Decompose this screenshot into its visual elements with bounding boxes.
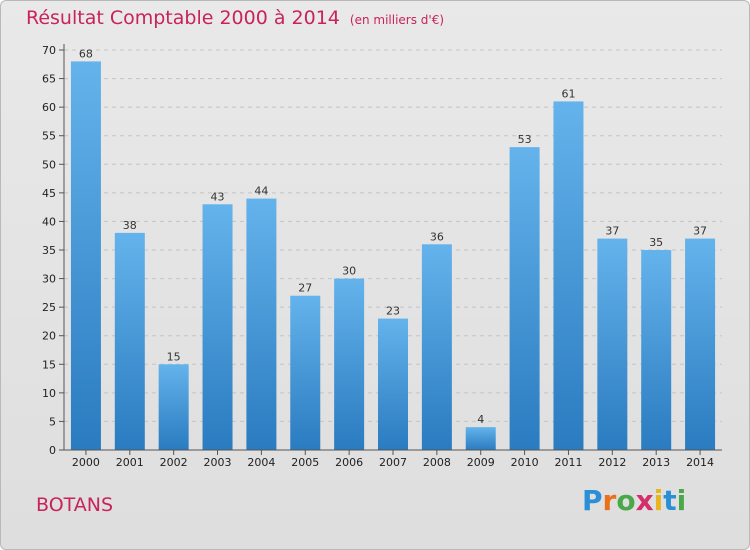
data-label: 53 bbox=[518, 133, 532, 146]
logo-letter: x bbox=[635, 484, 654, 517]
y-tick-label: 60 bbox=[42, 101, 56, 114]
x-tick-label: 2005 bbox=[291, 456, 319, 469]
x-tick-label: 2001 bbox=[116, 456, 144, 469]
bar bbox=[334, 278, 365, 450]
bar bbox=[685, 238, 716, 450]
x-tick-label: 2004 bbox=[247, 456, 275, 469]
data-label: 35 bbox=[649, 236, 663, 249]
unit-text: (en milliers d'€) bbox=[349, 13, 445, 27]
logo-letter: t bbox=[663, 484, 677, 517]
x-tick-label: 2009 bbox=[467, 456, 495, 469]
bar bbox=[509, 147, 540, 450]
data-label: 27 bbox=[298, 282, 312, 295]
bar bbox=[70, 61, 101, 451]
x-tick-label: 2003 bbox=[204, 456, 232, 469]
x-tick-label: 2006 bbox=[335, 456, 363, 469]
commune-name: BOTANS bbox=[36, 494, 114, 516]
data-label: 61 bbox=[561, 87, 575, 100]
data-label: 68 bbox=[79, 47, 93, 60]
y-tick-label: 65 bbox=[42, 73, 56, 86]
bar bbox=[246, 198, 277, 450]
data-label: 15 bbox=[167, 350, 181, 363]
data-label: 44 bbox=[254, 185, 268, 198]
bar bbox=[202, 204, 233, 450]
y-tick-label: 10 bbox=[42, 387, 56, 400]
y-tick-label: 50 bbox=[42, 158, 56, 171]
y-tick-label: 20 bbox=[42, 330, 56, 343]
x-tick-label: 2013 bbox=[642, 456, 670, 469]
bar bbox=[421, 244, 452, 450]
data-label: 37 bbox=[605, 225, 619, 238]
y-tick-label: 70 bbox=[42, 44, 56, 57]
data-label: 36 bbox=[430, 230, 444, 243]
data-label: 43 bbox=[211, 190, 225, 203]
x-tick-label: 2008 bbox=[423, 456, 451, 469]
bar bbox=[465, 427, 496, 450]
bar bbox=[553, 101, 584, 450]
x-tick-label: 2007 bbox=[379, 456, 407, 469]
x-tick-label: 2012 bbox=[598, 456, 626, 469]
y-tick-label: 35 bbox=[42, 244, 56, 257]
data-label: 4 bbox=[477, 413, 484, 426]
chart-title: Résultat Comptable 2000 à 2014 (en millie… bbox=[26, 7, 444, 29]
y-tick-label: 45 bbox=[42, 187, 56, 200]
data-label: 38 bbox=[123, 219, 137, 232]
x-tick-label: 2014 bbox=[686, 456, 714, 469]
y-tick-label: 25 bbox=[42, 301, 56, 314]
y-tick-label: 55 bbox=[42, 130, 56, 143]
x-tick-label: 2000 bbox=[72, 456, 100, 469]
x-tick-label: 2010 bbox=[511, 456, 539, 469]
title-text: Résultat Comptable 2000 à 2014 bbox=[26, 7, 340, 29]
data-label: 37 bbox=[693, 225, 707, 238]
bar bbox=[158, 364, 189, 450]
bar bbox=[641, 250, 672, 450]
y-tick-label: 30 bbox=[42, 273, 56, 286]
y-tick-label: 5 bbox=[49, 415, 56, 428]
logo-letter: P bbox=[582, 484, 603, 517]
x-tick-label: 2002 bbox=[160, 456, 188, 469]
bar bbox=[378, 318, 408, 450]
proxiti-logo: Proxiti bbox=[582, 484, 686, 517]
data-label: 30 bbox=[342, 265, 356, 278]
bar bbox=[597, 238, 628, 450]
x-tick-label: 2011 bbox=[554, 456, 582, 469]
logo-letter: i bbox=[653, 484, 664, 517]
logo-letter: r bbox=[602, 484, 617, 517]
bar bbox=[114, 232, 145, 450]
bar bbox=[290, 295, 321, 450]
y-tick-label: 15 bbox=[42, 358, 56, 371]
logo-letter: o bbox=[616, 484, 636, 517]
y-tick-label: 0 bbox=[49, 444, 56, 457]
logo-letter: i bbox=[676, 484, 687, 517]
y-tick-label: 40 bbox=[42, 215, 56, 228]
data-label: 23 bbox=[386, 305, 400, 318]
